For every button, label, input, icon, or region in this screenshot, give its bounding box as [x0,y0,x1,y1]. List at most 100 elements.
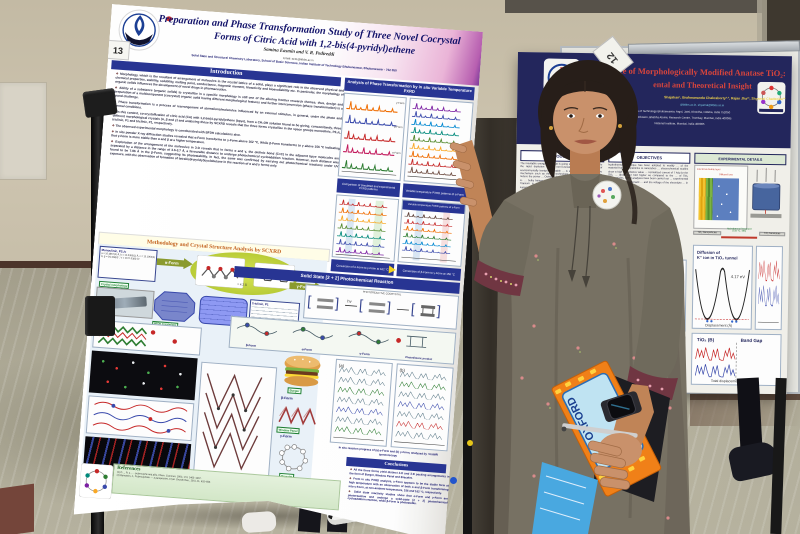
smartwatch [600,391,642,422]
window-panel-figure [277,404,319,429]
stand-clamp-top [82,87,118,119]
watch-screen-glint [610,403,630,410]
caption-text: Comparison of simulated and experimental… [341,181,396,192]
svg-text:[: [ [359,296,364,312]
person-presenter: OXFORD [449,60,690,534]
molecule-ring-box [79,463,113,499]
packing-zigzag-strip [92,320,202,356]
left-earring [549,126,553,130]
svg-text:]: ] [436,302,441,318]
stand-clamp-mid [85,296,115,336]
burger-figure [280,354,324,389]
skirting [0,261,120,270]
hand-fingers [587,440,631,490]
lp-conclusions-list: All the three forms yield distinct 2-D a… [343,468,450,511]
floor-mat [0,483,34,534]
hydrothermal-label2: (150 °C, 48h) [732,230,747,233]
form-panel-label-gamma: γ-Form [359,351,370,357]
pxrd-panel-vt-alpha [404,98,474,187]
face-features [549,107,622,144]
wall-notice-panel [0,82,47,180]
rp-diffusion-chart: Diffusion of K⁺ ion in TiO₂ tunnel 4.17 … [691,244,753,330]
hair-strand [621,166,638,225]
neckline [570,174,600,208]
rp-noise-chart [754,245,783,331]
right-earring [618,124,622,128]
rp-flow-nano2: TiO₂ Nanotubes [759,231,786,237]
left-poster: 13 Preparation and Phase Transformation … [74,4,483,534]
svg-text:(a): (a) [339,363,345,368]
w-zigzag-panel [192,362,277,487]
svg-text:]: ] [335,295,340,311]
hair-front [551,80,620,108]
trace-label-beta: β-Form [394,125,403,130]
right-sleeve [632,208,685,384]
burger-label: Burger [287,387,301,394]
pen-tip [561,426,567,432]
cuff-embroidery2 [490,276,512,285]
lips [574,139,597,144]
svg-text:[: [ [307,293,312,309]
svg-text:4.17 eV: 4.17 eV [731,274,746,279]
gripping-fingers [449,142,478,207]
pxrd-panel-conv-beta: Variable temperature PXRD patterns of γ-… [397,199,466,267]
blue-notebook-pattern [539,475,587,521]
tag-13-number: 13 [112,44,124,56]
badge-design [597,187,615,203]
push-pin-blue [450,477,457,484]
svg-text:TiO₂ (B): TiO₂ (B) [697,337,715,342]
svg-text:[: [ [410,300,415,316]
svg-text:K⁺ ion in TiO₂ tunnel: K⁺ ion in TiO₂ tunnel [697,255,738,261]
molecule-logo-right [757,81,786,115]
pillar-edge [757,0,767,52]
lp-intro-header: Introduction [209,68,243,78]
rp-flow-arrow [721,236,758,239]
svg-text:Total displacement = 3.82: Total displacement = 3.82 [711,379,751,384]
packing-panel-dark1 [89,350,198,400]
poster-number-tag-13: 13 [106,40,130,61]
crystal-data-alpha-box: Monoclinic, P2₁/c a = 10.4857(3) Å, b = … [97,246,157,282]
packing-panel-light [86,395,195,441]
left-sleeve [478,200,534,280]
left-cuff [474,260,524,296]
rp-flow-hydro: Hydrothermal Treatment (150 °C, 48h) [721,228,757,233]
stand-rear-pole [463,150,472,534]
left-eyebrow [563,107,579,111]
photochem-forms-row: β-Form α-Form γ-Form Photodimeric produc… [229,316,457,365]
svg-text:Diffusion of: Diffusion of [697,250,721,255]
svg-text:Displacement (Å): Displacement (Å) [705,322,732,327]
tassel2 [582,276,590,288]
form-panel-label-product: Photodimeric product [405,355,433,362]
nose [578,117,589,133]
conference-badge [592,180,622,210]
tassel-string2 [585,205,591,277]
lp-intro-list: Morphology, which is the resultant of ar… [105,71,345,175]
white-shoe-toe [241,510,277,534]
svg-text:hv: hv [347,298,352,303]
tassel-string1 [571,205,579,271]
tassel1 [568,270,576,282]
yellow-arrow-marker [389,266,397,275]
nmr-panel-b: (b) [391,363,454,451]
pxrd-panel-sim-exp: γ-Form β-Form α-Form [338,93,407,181]
trace-label-gamma: γ-Form [396,101,405,106]
iit-logo-left [117,8,162,53]
bfdh-octagon-alpha [152,290,196,323]
form-panel-label-beta: β-Form [245,342,257,348]
scheme-distance-label: ≈ 4.2 Å [237,282,247,287]
hair-side [540,108,558,180]
photochem-scheme: PHOTOREACTIVE COCRYSTAL [ ] hv [ ] [ ] [303,284,459,329]
svg-text:]: ] [386,299,391,315]
hair-side2 [618,106,637,176]
ceiling-shadow-band [505,0,780,13]
right-cuff-embroidery [636,378,664,391]
rp-dos-panel: TiO₂ (B) Band Gap Total displacement = 3… [690,332,782,387]
push-pin-yellow [467,440,473,446]
right-eyebrow [592,107,608,111]
pxrd-panel-conv-alpha [332,194,400,262]
rp-beaker-diagram [750,167,782,219]
trace-label-alpha: α-Form [392,151,401,156]
svg-text:(b): (b) [399,367,405,372]
gamma-form-label2: γ-Form [279,433,292,439]
